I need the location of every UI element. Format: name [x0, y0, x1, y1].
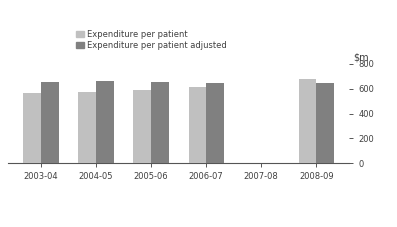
Bar [23, 93, 41, 163]
Bar [189, 87, 206, 163]
Text: $m: $m [353, 53, 368, 63]
Bar [79, 92, 96, 163]
Bar [133, 90, 151, 163]
Bar [299, 79, 316, 163]
Bar [316, 83, 334, 163]
Bar [96, 81, 114, 163]
Legend: Expenditure per patient, Expenditure per patient adjusted: Expenditure per patient, Expenditure per… [75, 30, 227, 50]
Bar [41, 82, 59, 163]
Bar [151, 82, 169, 163]
Bar [206, 83, 224, 163]
